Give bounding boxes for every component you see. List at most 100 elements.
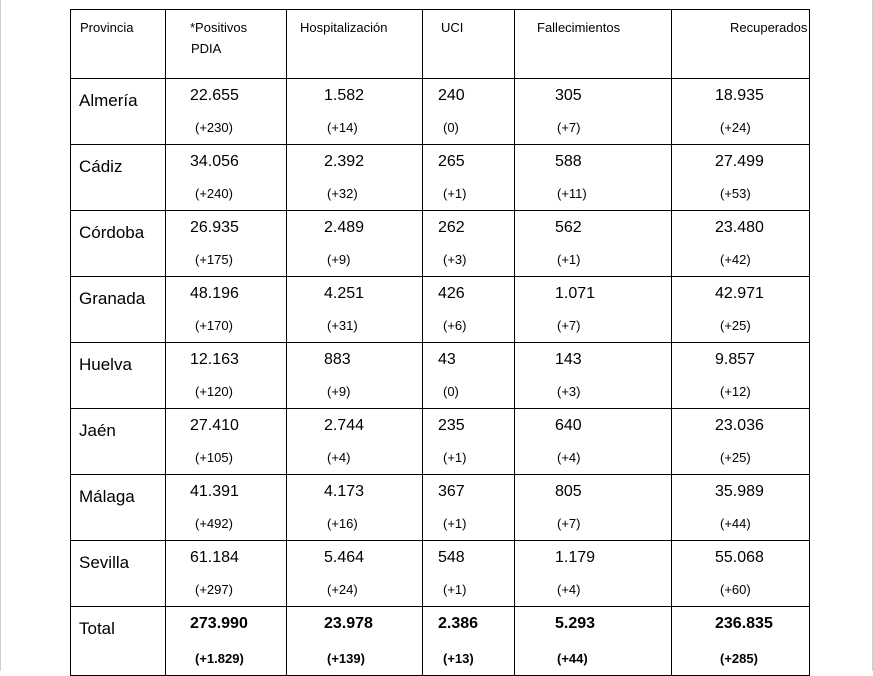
cell-fallecimientos: 305 (+7) [514, 78, 672, 145]
cell-uci: 240 (0) [422, 78, 515, 145]
cell-hospitalizacion: 23.978 (+139) [286, 606, 423, 676]
cell-delta: (+1) [443, 582, 467, 597]
cell-value: 23.036 [715, 417, 764, 434]
cell-delta: (+139) [327, 651, 365, 666]
province-name: Málaga [70, 474, 166, 541]
cell-delta: (+25) [720, 450, 751, 465]
header-label: Provincia [80, 20, 134, 35]
cell-uci: 262 (+3) [422, 210, 515, 277]
cell-value: 1.179 [555, 549, 596, 566]
table-row: Málaga 41.391 (+492) 4.173 (+16) 367 (+1) 805 (+… [70, 474, 810, 541]
cell-value: 35.989 [715, 483, 764, 500]
cell-fallecimientos: 143 (+3) [514, 342, 672, 409]
cell-recuperados: 236.835 (+285) [671, 606, 810, 676]
cell-recuperados: 55.068 (+60) [671, 540, 810, 607]
cell-value: 4.251 [324, 285, 365, 302]
viewer-left-edge [0, 0, 1, 671]
cell-hospitalizacion: 4.173 (+16) [286, 474, 423, 541]
cell-hospitalizacion: 2.392 (+32) [286, 144, 423, 211]
cell-recuperados: 35.989 (+44) [671, 474, 810, 541]
cell-fallecimientos: 805 (+7) [514, 474, 672, 541]
cell-value: 2.744 [324, 417, 365, 434]
table-row: Cádiz 34.056 (+240) 2.392 (+32) 265 (+1) 588 (+1… [70, 144, 810, 211]
cell-recuperados: 9.857 (+12) [671, 342, 810, 409]
cell-value: 426 [438, 285, 465, 302]
cell-value: 143 [555, 351, 582, 368]
cell-fallecimientos: 5.293 (+44) [514, 606, 672, 676]
cell-value: 5.464 [324, 549, 365, 566]
cell-delta: (+32) [327, 186, 358, 201]
header-label: UCI [441, 20, 464, 35]
cell-delta: (+3) [443, 252, 467, 267]
cell-value: 9.857 [715, 351, 756, 368]
cell-value: 273.990 [190, 615, 248, 632]
province-name: Cádiz [70, 144, 166, 211]
cell-value: 5.293 [555, 615, 596, 632]
cell-value: 235 [438, 417, 465, 434]
cell-delta: (+6) [443, 318, 467, 333]
header-label-line2: PDIA [191, 41, 222, 56]
province-name: Granada [70, 276, 166, 343]
cell-delta: (+285) [720, 651, 758, 666]
cell-value: 23.480 [715, 219, 764, 236]
cell-delta: (+7) [557, 318, 581, 333]
cell-delta: (0) [443, 120, 459, 135]
table-row: Jaén 27.410 (+105) 2.744 (+4) 235 (+1) 640 (+4) 2… [70, 408, 810, 475]
cell-delta: (+297) [195, 582, 233, 597]
province-name: Sevilla [70, 540, 166, 607]
cell-value: 240 [438, 87, 465, 104]
cell-delta: (+25) [720, 318, 751, 333]
cell-value: 48.196 [190, 285, 239, 302]
table-row: Granada 48.196 (+170) 4.251 (+31) 426 (+6) 1.07… [70, 276, 810, 343]
cell-delta: (+24) [720, 120, 751, 135]
cell-uci: 235 (+1) [422, 408, 515, 475]
cell-delta: (+9) [327, 252, 351, 267]
province-name: Almería [70, 78, 166, 145]
cell-value: 265 [438, 153, 465, 170]
cell-positivos: 26.935 (+175) [165, 210, 287, 277]
cell-fallecimientos: 640 (+4) [514, 408, 672, 475]
cell-value: 27.499 [715, 153, 764, 170]
cell-value: 4.173 [324, 483, 365, 500]
cell-fallecimientos: 1.071 (+7) [514, 276, 672, 343]
cell-delta: (+1) [443, 186, 467, 201]
cell-delta: (+14) [327, 120, 358, 135]
cell-delta: (+60) [720, 582, 751, 597]
cell-hospitalizacion: 883 (+9) [286, 342, 423, 409]
cell-value: 41.391 [190, 483, 239, 500]
cell-delta: (+9) [327, 384, 351, 399]
cell-value: 562 [555, 219, 582, 236]
cell-delta: (+4) [327, 450, 351, 465]
cell-value: 22.655 [190, 87, 239, 104]
cell-value: 548 [438, 549, 465, 566]
cell-uci: 43 (0) [422, 342, 515, 409]
cell-positivos: 34.056 (+240) [165, 144, 287, 211]
cell-uci: 548 (+1) [422, 540, 515, 607]
cell-value: 55.068 [715, 549, 764, 566]
cell-value: 43 [438, 351, 456, 368]
cell-hospitalizacion: 5.464 (+24) [286, 540, 423, 607]
cell-delta: (+7) [557, 120, 581, 135]
cell-value: 2.489 [324, 219, 365, 236]
province-name: Huelva [70, 342, 166, 409]
header-provincia: Provincia [70, 9, 166, 79]
cell-hospitalizacion: 1.582 (+14) [286, 78, 423, 145]
cell-positivos: 273.990 (+1.829) [165, 606, 287, 676]
cell-value: 1.071 [555, 285, 596, 302]
cell-value: 2.392 [324, 153, 365, 170]
province-name: Total [70, 606, 166, 676]
cell-positivos: 12.163 (+120) [165, 342, 287, 409]
cell-hospitalizacion: 2.489 (+9) [286, 210, 423, 277]
cell-delta: (+105) [195, 450, 233, 465]
header-row: Provincia *Positivos PDIA Hospitalización UC… [70, 9, 810, 79]
covid-stats-table: Provincia *Positivos PDIA Hospitalización UC… [70, 9, 810, 676]
cell-delta: (+44) [720, 516, 751, 531]
cell-delta: (+492) [195, 516, 233, 531]
cell-value: 305 [555, 87, 582, 104]
cell-delta: (+44) [557, 651, 588, 666]
cell-value: 42.971 [715, 285, 764, 302]
cell-value: 27.410 [190, 417, 239, 434]
cell-value: 588 [555, 153, 582, 170]
cell-fallecimientos: 588 (+11) [514, 144, 672, 211]
total-row: Total 273.990 (+1.829) 23.978 (+139) 2.386 (+1… [70, 606, 810, 676]
